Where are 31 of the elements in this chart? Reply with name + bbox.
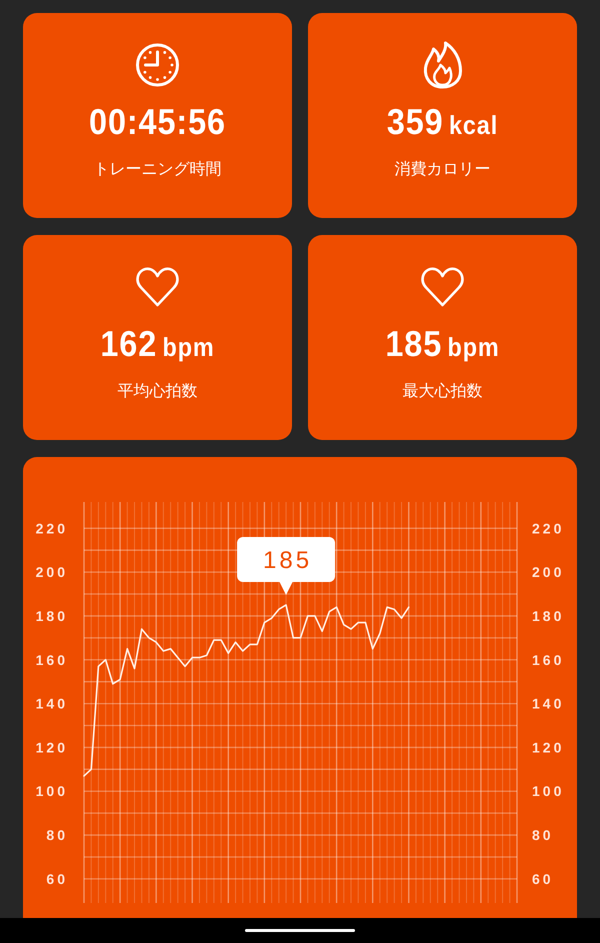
annotation: bpm <box>448 334 500 362</box>
y2tick-label: 120 <box>532 739 564 756</box>
ytick-label: 80 <box>46 827 68 844</box>
y2tick-label: 160 <box>532 652 564 668</box>
y2tick-label: 80 <box>532 827 554 844</box>
data-label: 185 <box>237 537 336 595</box>
subtitle: 平均心拍数 <box>118 381 198 400</box>
y2tick-label: 60 <box>532 870 554 887</box>
y2tick-label: 140 <box>532 696 564 712</box>
ytick-label: 220 <box>36 520 68 536</box>
title: 162 <box>100 324 158 364</box>
annotation: kcal <box>449 112 498 140</box>
ytick-label: 120 <box>36 739 68 756</box>
ytick-label: 200 <box>36 564 68 580</box>
y2tick-label: 100 <box>532 783 564 800</box>
ytick-label: 140 <box>36 696 68 712</box>
subtitle: 最大心拍数 <box>402 381 482 400</box>
y2tick-label: 220 <box>532 520 564 536</box>
title: 00:45:56 <box>89 102 226 142</box>
subtitle: トレーニング時間 <box>94 159 222 178</box>
ytick-label: 180 <box>36 608 68 624</box>
subtitle: 消費カロリー <box>394 159 490 178</box>
annotation: bpm <box>162 334 215 362</box>
ytick-label: 160 <box>36 652 68 668</box>
y2tick-label: 200 <box>532 564 564 580</box>
ytick-label: 100 <box>36 783 68 800</box>
title: 185 <box>385 324 442 364</box>
title: 359 <box>386 102 444 142</box>
ytick-label: 60 <box>46 870 68 887</box>
data-label: 185 <box>263 546 312 574</box>
y2tick-label: 180 <box>532 608 564 624</box>
